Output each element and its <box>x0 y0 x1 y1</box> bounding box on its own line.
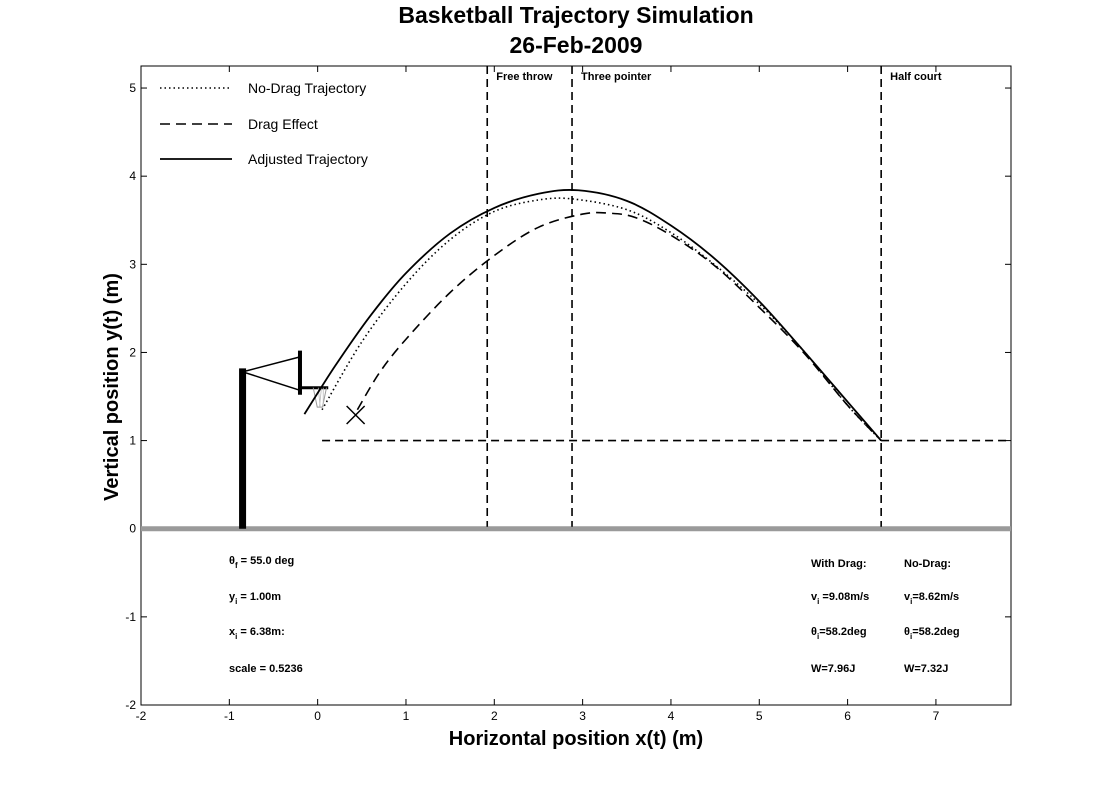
y-tick-label: 2 <box>129 345 136 359</box>
x-axis-label: Horizontal position x(t) (m) <box>449 728 703 750</box>
x-tick-label: 2 <box>491 709 498 723</box>
legend-entry: Drag Effect <box>248 116 318 132</box>
end-marker-x <box>346 405 366 425</box>
legend-entry: No-Drag Trajectory <box>248 80 366 96</box>
series-line-dashed <box>356 211 882 442</box>
x-tick-label: -2 <box>136 709 147 723</box>
y-tick-label: -1 <box>125 610 136 624</box>
reference-line-label: Three pointer <box>581 71 652 83</box>
chart-subtitle: 26-Feb-2009 <box>510 32 643 58</box>
chart-title: Basketball Trajectory Simulation <box>398 2 753 28</box>
annotation-no-drag: No-Drag: <box>904 558 951 570</box>
x-tick-label: 4 <box>668 709 675 723</box>
annotation-with-drag: W=7.96J <box>811 663 855 675</box>
annotation-left: scale = 0.5236 <box>229 663 303 675</box>
annotation-left: yi = 1.00m <box>229 591 281 606</box>
series-line-dotted <box>321 197 882 442</box>
annotation-no-drag: θi=58.2deg <box>904 626 960 641</box>
x-tick-label: 6 <box>844 709 851 723</box>
y-tick-label: 5 <box>129 81 136 95</box>
annotation-no-drag: vi=8.62m/s <box>904 591 959 606</box>
reference-line-label: Half court <box>890 71 942 83</box>
annotation-with-drag: θi=58.2deg <box>811 626 867 641</box>
y-tick-label: 4 <box>129 169 136 183</box>
hoop-brace-upper <box>242 356 301 373</box>
x-tick-label: 0 <box>314 709 321 723</box>
annotation-with-drag: With Drag: <box>811 558 867 570</box>
reference-line-label: Free throw <box>496 71 553 83</box>
annotation-left: θf = 55.0 deg <box>229 555 294 570</box>
annotation-left: xi = 6.38m: <box>229 626 285 641</box>
x-tick-label: 7 <box>933 709 940 723</box>
x-tick-label: 5 <box>756 709 763 723</box>
y-tick-label: 0 <box>129 522 136 536</box>
legend-entry: Adjusted Trajectory <box>248 151 368 167</box>
x-tick-label: 1 <box>403 709 410 723</box>
y-tick-label: -2 <box>125 698 136 712</box>
y-tick-label: 1 <box>129 434 136 448</box>
axes-box <box>140 65 1012 706</box>
x-tick-label: 3 <box>579 709 586 723</box>
series-line-solid <box>303 189 882 442</box>
annotation-with-drag: vi =9.08m/s <box>811 591 869 606</box>
plot-area: -2 -1 0 1 2 3 4 5 6 7 -2 -1 0 1 2 3 4 5 Free throw Three po… <box>125 65 1012 723</box>
y-tick-label: 3 <box>129 257 136 271</box>
hoop-brace-lower <box>242 371 301 392</box>
y-axis-label: Vertical position y(t) (m) <box>101 273 123 501</box>
x-tick-label: -1 <box>224 709 235 723</box>
annotation-no-drag: W=7.32J <box>904 663 948 675</box>
